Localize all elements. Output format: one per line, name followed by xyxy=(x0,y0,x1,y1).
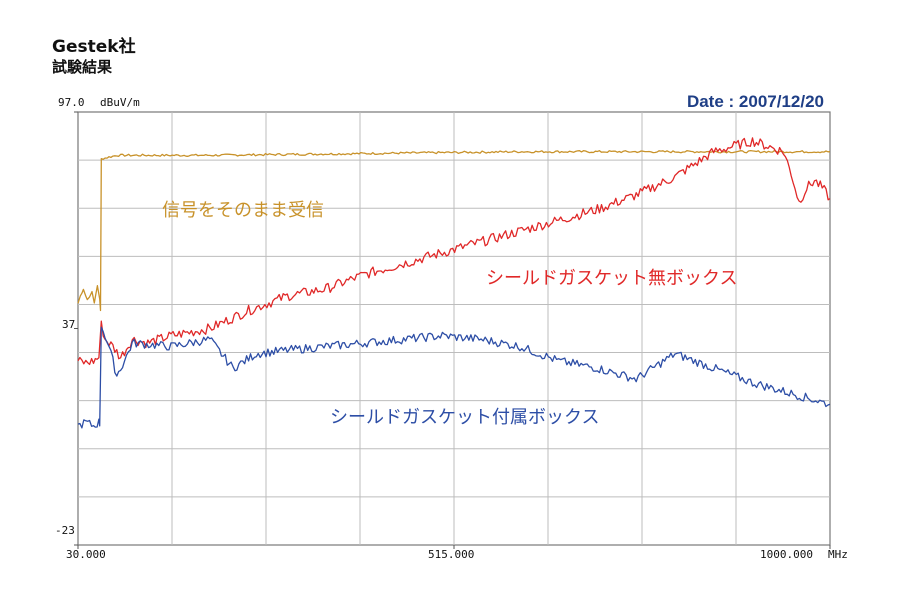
report-subtitle: 試験結果 xyxy=(52,58,113,76)
series-label-no-gasket: シールドガスケット無ボックス xyxy=(486,268,738,289)
series-line-no-gasket xyxy=(77,137,831,366)
y-tick-mid: 37 xyxy=(62,318,76,331)
series-line-direct xyxy=(77,149,831,312)
y-tick-top: 97.0 xyxy=(58,96,85,109)
x-unit-label: MHz xyxy=(828,548,848,561)
x-tick-end: 1000.000 xyxy=(760,548,813,561)
report-date: Date : 2007/12/20 xyxy=(686,92,824,111)
x-tick-start: 30.000 xyxy=(66,548,106,561)
y-tick-bottom: -23 xyxy=(55,524,75,537)
y-unit-label: dBuV/m xyxy=(100,96,140,109)
series-label-with-gasket: シールドガスケット付属ボックス xyxy=(330,407,600,428)
series-line-with-gasket xyxy=(77,326,831,429)
x-tick-mid: 515.000 xyxy=(428,548,475,561)
series-label-direct: 信号をそのまま受信 xyxy=(162,200,324,221)
company-name: Gestek社 xyxy=(52,37,136,57)
